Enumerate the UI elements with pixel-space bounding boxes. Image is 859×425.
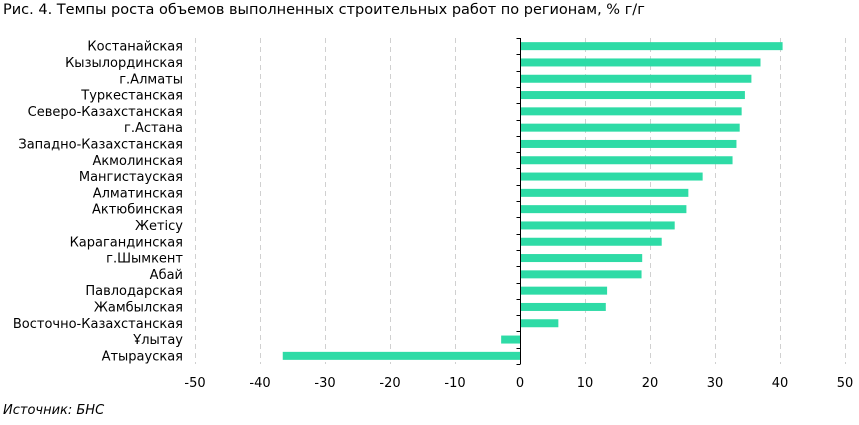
x-tick-label: 40 [772, 376, 789, 391]
bar [520, 205, 687, 214]
bar [520, 139, 737, 148]
category-label: Атырауская [102, 349, 183, 364]
bar [501, 335, 520, 344]
bar [520, 74, 752, 83]
bar [520, 319, 559, 328]
x-tick-label: 20 [642, 376, 659, 391]
x-tick-label: -20 [379, 376, 400, 391]
x-tick-labels: -50 -40 -30 -20 -10 0 10 20 30 40 50 [184, 376, 853, 391]
bar [520, 254, 643, 263]
category-label: Западно-Казахстанская [18, 137, 183, 152]
category-label: г.Шымкент [106, 252, 183, 267]
bar [520, 107, 742, 116]
bar [520, 58, 761, 67]
x-tick-label: 0 [516, 376, 524, 391]
x-tick-label: 10 [577, 376, 594, 391]
category-label: Карагандинская [70, 235, 183, 250]
bar [520, 302, 606, 311]
bars [282, 42, 783, 360]
axes [516, 38, 521, 365]
category-label: Туркестанская [80, 89, 183, 104]
source-note: Источник: БНС [3, 403, 105, 418]
bar [520, 270, 642, 279]
x-tick-label: -10 [444, 376, 465, 391]
category-label: Абай [150, 268, 183, 283]
category-label: Кызылординская [65, 56, 183, 71]
category-label: Костанайская [87, 40, 183, 55]
category-label: Мангистауская [79, 170, 183, 185]
category-label: г.Астана [124, 121, 183, 136]
bar [520, 172, 703, 181]
category-label: Павлодарская [85, 284, 183, 299]
bar [520, 91, 745, 100]
chart-title: Рис. 4. Темпы роста объемов выполненных … [3, 2, 645, 18]
bar [520, 237, 662, 246]
x-tick-label: -40 [249, 376, 270, 391]
x-tick-label: -50 [184, 376, 205, 391]
grid-lines [195, 38, 846, 364]
x-tick-label: -30 [314, 376, 335, 391]
bar [520, 156, 733, 165]
category-label: Алматинская [93, 186, 183, 201]
bar [520, 42, 783, 51]
x-tick-label: 30 [707, 376, 724, 391]
bar [520, 221, 675, 230]
bar [520, 188, 689, 197]
category-label: Восточно-Казахстанская [13, 317, 183, 332]
category-label: г.Алматы [119, 72, 183, 87]
category-label: Актюбинская [92, 203, 183, 218]
category-label: Жамбылская [94, 300, 183, 315]
bar [282, 351, 520, 360]
category-label: Акмолинская [92, 154, 183, 169]
category-label: Северо-Казахстанская [28, 105, 183, 120]
category-label: Жетісу [135, 219, 183, 234]
bar [520, 286, 608, 295]
bar [520, 123, 740, 132]
category-label: Ұлытау [132, 333, 183, 348]
x-tick-label: 50 [837, 376, 854, 391]
